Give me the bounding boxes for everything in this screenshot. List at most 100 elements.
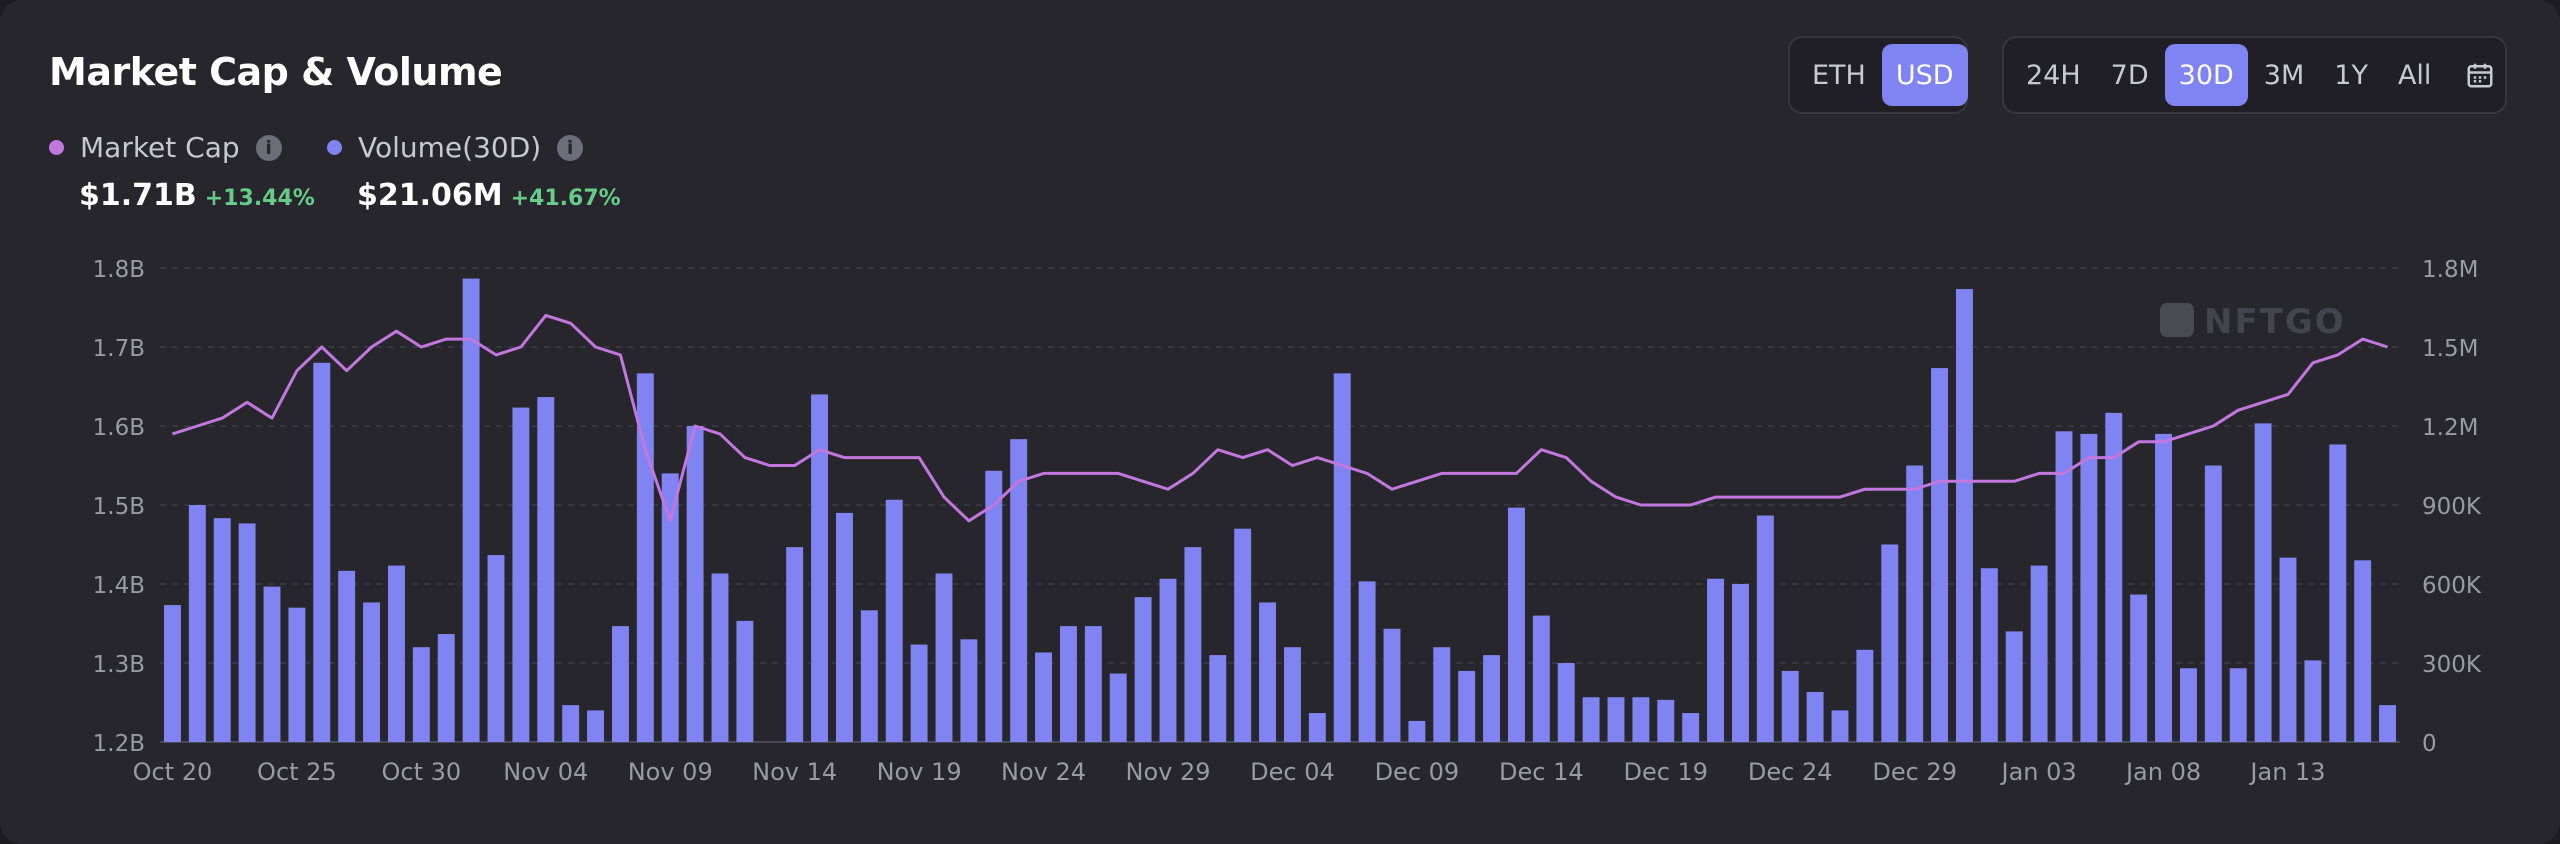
x-axis-tick-label: Dec 24 bbox=[1748, 758, 1833, 786]
volume-bar bbox=[2379, 705, 2397, 742]
right-axis-tick-label: 1.5M bbox=[2422, 336, 2478, 362]
watermark: NFTGO bbox=[2160, 302, 2344, 342]
volume-bar bbox=[1259, 602, 1277, 742]
volume-bar bbox=[935, 573, 953, 742]
volume-bar bbox=[1109, 673, 1127, 742]
legend-volume-label: Volume(30D) bbox=[358, 131, 542, 164]
volume-bar bbox=[1234, 528, 1252, 742]
market-cap-amount: $1.71B bbox=[79, 178, 197, 213]
volume-bar bbox=[1059, 626, 1077, 742]
volume-bar bbox=[1458, 670, 1476, 742]
range-30d-button[interactable]: 30D bbox=[2164, 44, 2248, 106]
range-1y-button[interactable]: 1Y bbox=[2334, 59, 2368, 91]
volume-bar bbox=[2279, 557, 2297, 742]
volume-bar bbox=[711, 573, 729, 742]
volume-value: $21.06M +41.67% bbox=[357, 178, 621, 213]
right-axis-tick-label: 1.2M bbox=[2422, 415, 2478, 441]
volume-bar bbox=[1756, 515, 1774, 742]
info-icon[interactable]: i bbox=[255, 134, 282, 161]
volume-bar bbox=[2130, 594, 2148, 742]
range-7d-button[interactable]: 7D bbox=[2110, 59, 2149, 91]
x-axis-tick-label: Nov 29 bbox=[1125, 758, 1210, 786]
currency-usd-button[interactable]: USD bbox=[1881, 44, 1968, 106]
left-axis-tick-label: 1.3B bbox=[93, 652, 145, 678]
volume-bar bbox=[1035, 652, 1053, 742]
range-all-button[interactable]: All bbox=[2397, 59, 2432, 91]
volume-bar bbox=[562, 705, 580, 742]
x-axis-tick-label: Nov 14 bbox=[752, 758, 837, 786]
volume-bar bbox=[1084, 626, 1102, 742]
volume-change: +41.67% bbox=[510, 186, 621, 211]
volume-bar bbox=[2005, 631, 2023, 742]
volume-bar bbox=[1682, 713, 1700, 742]
legend-market-cap: Market Cap i bbox=[49, 131, 282, 164]
volume-bar bbox=[1010, 439, 1028, 742]
legend-volume: Volume(30D) i bbox=[327, 131, 584, 164]
volume-bar bbox=[1134, 597, 1152, 742]
nftgo-logo-icon bbox=[2160, 303, 2194, 337]
volume-bar bbox=[2030, 565, 2048, 742]
volume-bar bbox=[387, 565, 405, 742]
volume-bar bbox=[313, 362, 331, 742]
volume-bar bbox=[1283, 647, 1301, 742]
x-axis-tick-label: Dec 04 bbox=[1250, 758, 1335, 786]
volume-bar bbox=[1433, 647, 1451, 742]
volume-bar bbox=[1308, 713, 1326, 742]
volume-amount: $21.06M bbox=[357, 178, 503, 213]
volume-bar bbox=[213, 518, 231, 742]
volume-bar bbox=[835, 512, 853, 742]
volume-bar bbox=[860, 610, 878, 742]
volume-bar bbox=[910, 644, 928, 742]
volume-bar bbox=[1333, 373, 1351, 742]
volume-bar bbox=[338, 570, 356, 742]
legend-market-cap-label: Market Cap bbox=[80, 131, 240, 164]
range-24h-button[interactable]: 24H bbox=[2026, 59, 2081, 91]
volume-bar bbox=[1707, 578, 1725, 742]
volume-bar bbox=[2105, 412, 2123, 742]
x-axis-tick-label: Oct 25 bbox=[257, 758, 337, 786]
volume-bar bbox=[1856, 649, 1874, 742]
x-axis-tick-label: Nov 24 bbox=[1001, 758, 1086, 786]
left-axis-tick-label: 1.2B bbox=[93, 731, 145, 757]
x-axis-tick-label: Oct 20 bbox=[133, 758, 213, 786]
x-axis-tick-label: Dec 19 bbox=[1623, 758, 1708, 786]
x-axis-tick-label: Dec 09 bbox=[1375, 758, 1460, 786]
volume-bar bbox=[2304, 660, 2322, 742]
market-cap-value: $1.71B +13.44% bbox=[79, 178, 315, 213]
x-axis-tick-label: Jan 03 bbox=[2000, 758, 2077, 786]
right-axis: 0 300K 600K 900K 1.2M 1.5M 1.8M bbox=[2422, 257, 2482, 757]
volume-bar bbox=[1980, 568, 1998, 742]
volume-bar bbox=[587, 710, 605, 742]
volume-bar bbox=[2055, 431, 2073, 742]
volume-bar bbox=[1731, 584, 1749, 742]
volume-bar bbox=[1483, 655, 1501, 742]
volume-bar bbox=[686, 426, 704, 742]
calendar-icon bbox=[2461, 56, 2499, 94]
range-3m-button[interactable]: 3M bbox=[2263, 59, 2305, 91]
x-axis-tick-label: Dec 14 bbox=[1499, 758, 1584, 786]
volume-bar bbox=[263, 586, 281, 742]
volume-bar bbox=[288, 607, 306, 742]
volume-bar bbox=[985, 470, 1003, 742]
info-icon[interactable]: i bbox=[557, 134, 584, 161]
volume-bar bbox=[2354, 560, 2372, 742]
right-axis-tick-label: 300K bbox=[2422, 652, 2482, 678]
volume-bar bbox=[412, 647, 430, 742]
volume-bar bbox=[1358, 581, 1376, 742]
volume-bar bbox=[1931, 368, 1949, 742]
x-axis-tick-label: Nov 19 bbox=[877, 758, 962, 786]
left-axis: 1.2B 1.3B 1.4B 1.5B 1.6B 1.7B 1.8B bbox=[93, 257, 145, 757]
right-axis-tick-label: 0 bbox=[2422, 731, 2437, 757]
volume-bar bbox=[2179, 668, 2197, 742]
volume-bar bbox=[2204, 465, 2222, 742]
volume-bar bbox=[537, 397, 555, 742]
volume-bar bbox=[885, 499, 903, 742]
volume-bar bbox=[1184, 547, 1202, 742]
volume-bar bbox=[1532, 615, 1550, 742]
currency-eth-button[interactable]: ETH bbox=[1812, 59, 1866, 91]
volume-bar bbox=[811, 394, 829, 742]
volume-bar bbox=[1881, 544, 1899, 742]
x-axis-tick-label: Oct 30 bbox=[381, 758, 461, 786]
calendar-button[interactable] bbox=[2447, 44, 2513, 106]
